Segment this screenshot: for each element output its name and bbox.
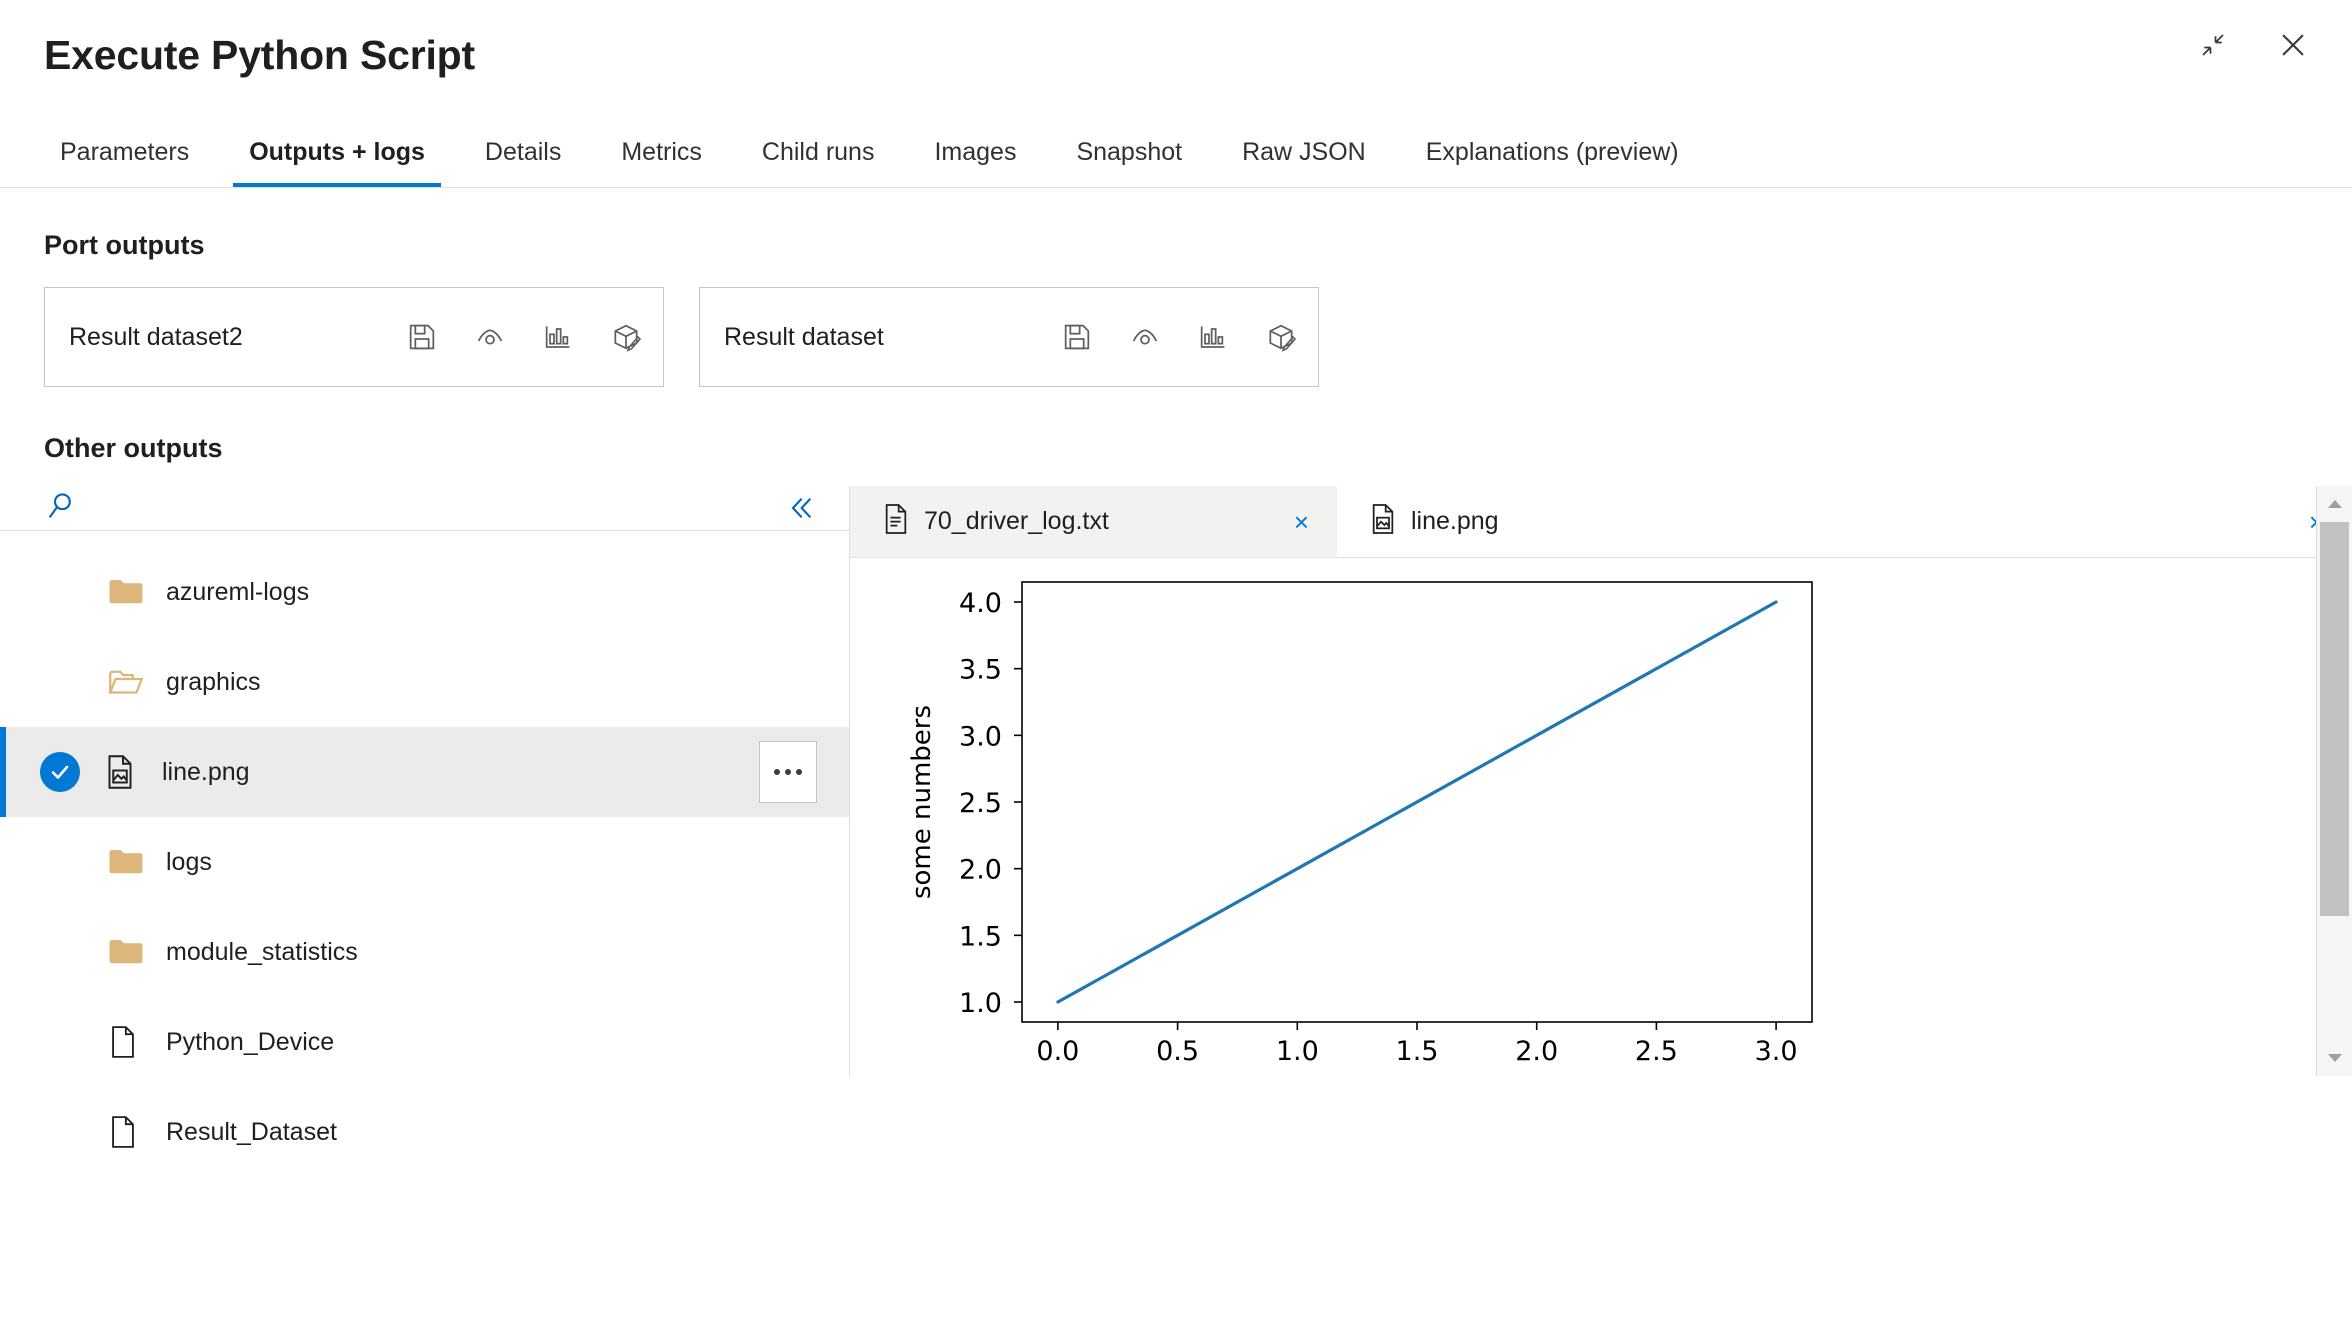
- file-tab-driver-log[interactable]: 70_driver_log.txt ×: [850, 486, 1337, 557]
- folder-icon: [108, 577, 150, 607]
- tree-item-label: module_statistics: [166, 937, 358, 966]
- text-file-icon: [882, 503, 910, 540]
- more-dot: [785, 769, 791, 775]
- image-file-icon: [104, 754, 146, 790]
- file-tab-label: line.png: [1411, 507, 1499, 535]
- more-dot: [796, 769, 802, 775]
- tree-item-label: Result_Dataset: [166, 1117, 337, 1146]
- other-outputs-title: Other outputs: [44, 433, 223, 463]
- tree-item-graphics[interactable]: graphics: [0, 637, 849, 727]
- outputs-body: azureml-logs graphics: [0, 486, 2352, 1148]
- svg-text:2.5: 2.5: [959, 788, 1002, 819]
- port-outputs-list: Result dataset2: [0, 287, 2352, 387]
- tab-parameters[interactable]: Parameters: [44, 138, 205, 187]
- selected-check-icon: [40, 752, 80, 792]
- preview-eye-icon[interactable]: [467, 314, 513, 360]
- image-preview-body: 0.0 0.5 1.0 1.5 2.0 2.5 3.0 1.0 1.5 2.0 2.5 3.0 3.5 4…: [850, 558, 2352, 1076]
- tree-item-result-dataset[interactable]: Result_Dataset: [0, 1087, 849, 1177]
- page-title: Execute Python Script: [44, 31, 475, 78]
- file-tree-list: azureml-logs graphics: [0, 531, 849, 1177]
- more-dot: [774, 769, 780, 775]
- tree-item-label: logs: [166, 847, 212, 876]
- tab-snapshot[interactable]: Snapshot: [1060, 138, 1198, 187]
- svg-text:3.0: 3.0: [959, 721, 1002, 752]
- visualize-chart-icon[interactable]: [535, 314, 581, 360]
- close-icon[interactable]: ×: [1224, 509, 1309, 535]
- tab-outputs-logs[interactable]: Outputs + logs: [233, 138, 441, 187]
- close-icon[interactable]: ×: [2239, 509, 2324, 535]
- tree-item-label: azureml-logs: [166, 577, 310, 606]
- port-output-label: Result dataset2: [69, 322, 243, 351]
- svg-text:2.0: 2.0: [959, 855, 1002, 886]
- panel-header: Execute Python Script: [0, 0, 2352, 110]
- folder-icon: [108, 937, 150, 967]
- svg-text:some numbers: some numbers: [907, 705, 937, 899]
- svg-text:3.5: 3.5: [959, 655, 1002, 686]
- port-output-label: Result dataset: [724, 322, 884, 351]
- line-chart-svg: 0.0 0.5 1.0 1.5 2.0 2.5 3.0 1.0 1.5 2.0 2.5 3.0 3.5 4…: [907, 581, 1813, 1067]
- tree-item-logs[interactable]: logs: [0, 817, 849, 907]
- window-controls: [2182, 14, 2324, 76]
- save-icon[interactable]: [1054, 314, 1100, 360]
- image-file-icon: [1369, 503, 1397, 540]
- scroll-up-icon[interactable]: [2317, 486, 2352, 522]
- svg-text:2.5: 2.5: [1635, 1036, 1678, 1067]
- tab-details[interactable]: Details: [469, 138, 577, 187]
- collapse-chevron-left-icon[interactable]: [779, 486, 823, 530]
- file-preview-pane: 70_driver_log.txt × line.png × 0.0 0.5: [850, 486, 2352, 1076]
- svg-text:1.0: 1.0: [959, 988, 1002, 1019]
- tree-item-module-statistics[interactable]: module_statistics: [0, 907, 849, 997]
- close-icon[interactable]: [2262, 14, 2324, 76]
- svg-text:1.5: 1.5: [1396, 1036, 1439, 1067]
- file-icon: [108, 1115, 150, 1149]
- tree-item-python-device[interactable]: Python_Device: [0, 997, 849, 1087]
- scrollbar-track[interactable]: [2317, 522, 2352, 1040]
- scrollbar-thumb[interactable]: [2320, 522, 2349, 916]
- tree-item-line-png[interactable]: line.png: [0, 727, 849, 817]
- port-output-card[interactable]: Result dataset2: [44, 287, 664, 387]
- svg-text:1.0: 1.0: [1276, 1036, 1319, 1067]
- tab-explanations[interactable]: Explanations (preview): [1410, 138, 1695, 187]
- port-outputs-title: Port outputs: [44, 230, 205, 260]
- tab-images[interactable]: Images: [918, 138, 1032, 187]
- visualize-chart-icon[interactable]: [1190, 314, 1236, 360]
- folder-open-icon: [108, 667, 150, 697]
- file-icon: [108, 1025, 150, 1059]
- file-tab-label: 70_driver_log.txt: [924, 507, 1109, 535]
- tabbar: Parameters Outputs + logs Details Metric…: [0, 110, 2352, 188]
- svg-text:0.0: 0.0: [1036, 1036, 1079, 1067]
- tree-item-azureml-logs[interactable]: azureml-logs: [0, 547, 849, 637]
- svg-text:1.5: 1.5: [959, 921, 1002, 952]
- search-wrap: [44, 489, 779, 528]
- svg-text:3.0: 3.0: [1755, 1036, 1798, 1067]
- collapse-icon[interactable]: [2182, 14, 2244, 76]
- tree-item-label: Python_Device: [166, 1027, 335, 1056]
- file-tree-toolbar: [0, 486, 849, 531]
- search-icon: [44, 489, 78, 528]
- svg-text:0.5: 0.5: [1156, 1036, 1199, 1067]
- vertical-scrollbar[interactable]: [2316, 486, 2352, 1076]
- tab-raw-json[interactable]: Raw JSON: [1226, 138, 1382, 187]
- tree-item-label: graphics: [166, 667, 261, 696]
- port-output-card[interactable]: Result dataset: [699, 287, 1319, 387]
- port-output-actions: [1054, 314, 1304, 360]
- svg-text:4.0: 4.0: [959, 588, 1002, 619]
- preview-eye-icon[interactable]: [1122, 314, 1168, 360]
- register-dataset-icon[interactable]: [603, 314, 649, 360]
- line-chart: 0.0 0.5 1.0 1.5 2.0 2.5 3.0 1.0 1.5 2.0 2.5 3.0 3.5 4…: [872, 564, 1852, 1076]
- more-options-button[interactable]: [759, 741, 817, 803]
- register-dataset-icon[interactable]: [1258, 314, 1304, 360]
- scroll-down-icon[interactable]: [2317, 1040, 2352, 1076]
- port-output-actions: [399, 314, 649, 360]
- tab-metrics[interactable]: Metrics: [605, 138, 718, 187]
- file-tab-line-png[interactable]: line.png ×: [1337, 486, 2352, 557]
- file-tabs: 70_driver_log.txt × line.png ×: [850, 486, 2352, 558]
- file-tree-pane: azureml-logs graphics: [0, 486, 850, 1148]
- save-icon[interactable]: [399, 314, 445, 360]
- svg-text:2.0: 2.0: [1515, 1036, 1558, 1067]
- tree-item-label: line.png: [162, 757, 250, 786]
- search-input[interactable]: [92, 494, 779, 522]
- folder-icon: [108, 847, 150, 877]
- tab-child-runs[interactable]: Child runs: [746, 138, 891, 187]
